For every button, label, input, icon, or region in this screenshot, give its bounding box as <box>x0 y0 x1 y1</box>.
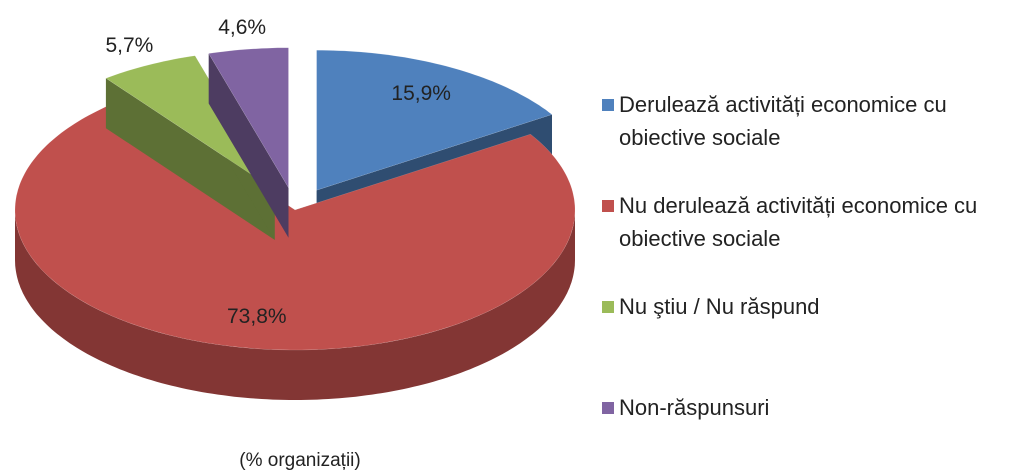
slice-top <box>316 49 553 191</box>
legend-label: Nu ştiu / Nu răspund <box>619 294 820 319</box>
data-label: 4,6% <box>218 16 266 39</box>
slice-radial-side <box>208 53 289 238</box>
slice-top <box>105 55 275 191</box>
data-label: 5,7% <box>105 34 153 57</box>
legend-label: Nu derulează activități economice cu obi… <box>619 193 978 251</box>
slice-top <box>14 98 576 351</box>
slice <box>208 47 289 238</box>
legend-label: Non-răspunsuri <box>619 395 770 420</box>
legend-swatch <box>602 402 614 414</box>
legend-label: Derulează activități economice cu obiect… <box>619 92 947 150</box>
slice-radial-side <box>105 78 275 240</box>
legend-swatch <box>602 99 614 111</box>
slice-outer-side <box>15 210 575 400</box>
legend-swatch <box>602 301 614 313</box>
data-label: 15,9% <box>391 82 451 105</box>
slice-top <box>208 47 289 189</box>
caption: (% organizații) <box>239 450 361 471</box>
legend-swatch <box>602 200 614 212</box>
data-label: 73,8% <box>227 305 287 328</box>
